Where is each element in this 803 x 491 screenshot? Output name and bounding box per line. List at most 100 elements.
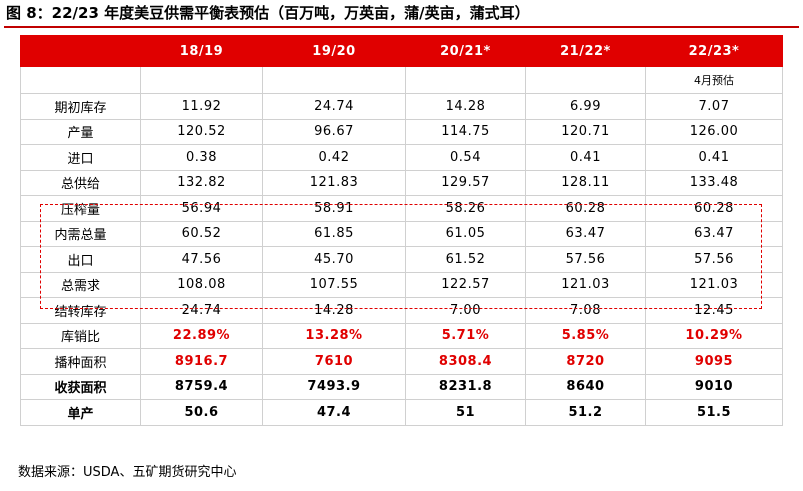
row-label: 库销比 [20, 322, 141, 349]
value-cell: 57.56 [525, 246, 646, 273]
value-cell: 47.4 [262, 399, 406, 426]
data-row: 进口 0.38 0.42 0.54 0.41 0.41 [20, 144, 783, 171]
value-cell: 7.07 [645, 93, 783, 120]
column-header: 22/23* [645, 35, 783, 67]
title-rule [4, 26, 799, 28]
data-row: 产量 120.52 96.67 114.75 120.71 126.00 [20, 118, 783, 145]
row-label: 内需总量 [20, 220, 141, 247]
note-cell [525, 66, 646, 94]
value-cell: 60.28 [525, 195, 646, 222]
data-row: 压榨量 56.94 58.91 58.26 60.28 60.28 [20, 195, 783, 222]
value-cell: 24.74 [262, 93, 406, 120]
value-cell: 56.94 [140, 195, 263, 222]
value-cell: 8308.4 [405, 348, 526, 375]
note-row: 4月预估 [20, 66, 783, 94]
value-cell: 5.71% [405, 322, 526, 349]
value-cell: 96.67 [262, 118, 406, 145]
data-row: 播种面积 8916.7 7610 8308.4 8720 9095 [20, 348, 783, 375]
data-row: 单产 50.6 47.4 51 51.2 51.5 [20, 399, 783, 426]
value-cell: 51.5 [645, 399, 783, 426]
value-cell: 22.89% [140, 322, 263, 349]
note-cell [20, 66, 141, 94]
value-cell: 61.05 [405, 220, 526, 247]
value-cell: 8759.4 [140, 373, 263, 400]
value-cell: 63.47 [525, 220, 646, 247]
value-cell: 108.08 [140, 271, 263, 298]
value-cell: 8916.7 [140, 348, 263, 375]
data-row: 总供给 132.82 121.83 129.57 128.11 133.48 [20, 169, 783, 196]
data-row: 内需总量 60.52 61.85 61.05 63.47 63.47 [20, 220, 783, 247]
value-cell: 128.11 [525, 169, 646, 196]
row-label: 播种面积 [20, 348, 141, 375]
row-label: 单产 [20, 399, 141, 426]
value-cell: 14.28 [262, 297, 406, 324]
note-cell [405, 66, 526, 94]
data-row: 期初库存 11.92 24.74 14.28 6.99 7.07 [20, 93, 783, 120]
column-header: 21/22* [525, 35, 646, 67]
value-cell: 132.82 [140, 169, 263, 196]
value-cell: 45.70 [262, 246, 406, 273]
value-cell: 120.71 [525, 118, 646, 145]
value-cell: 0.54 [405, 144, 526, 171]
source-note: 数据来源：USDA、五矿期货研究中心 [18, 465, 237, 480]
value-cell: 6.99 [525, 93, 646, 120]
value-cell: 133.48 [645, 169, 783, 196]
value-cell: 0.38 [140, 144, 263, 171]
value-cell: 57.56 [645, 246, 783, 273]
row-label: 结转库存 [20, 297, 141, 324]
row-label: 进口 [20, 144, 141, 171]
value-cell: 47.56 [140, 246, 263, 273]
value-cell: 8640 [525, 373, 646, 400]
value-cell: 121.03 [525, 271, 646, 298]
data-row: 库销比 22.89% 13.28% 5.71% 5.85% 10.29% [20, 322, 783, 349]
value-cell: 7610 [262, 348, 406, 375]
value-cell: 121.83 [262, 169, 406, 196]
value-cell: 7.00 [405, 297, 526, 324]
value-cell: 126.00 [645, 118, 783, 145]
value-cell: 9010 [645, 373, 783, 400]
data-row: 收获面积 8759.4 7493.9 8231.8 8640 9010 [20, 373, 783, 400]
value-cell: 24.74 [140, 297, 263, 324]
row-label: 期初库存 [20, 93, 141, 120]
column-header: 18/19 [140, 35, 263, 67]
value-cell: 13.28% [262, 322, 406, 349]
row-label: 出口 [20, 246, 141, 273]
data-row: 结转库存 24.74 14.28 7.00 7.08 12.45 [20, 297, 783, 324]
value-cell: 114.75 [405, 118, 526, 145]
value-cell: 0.41 [645, 144, 783, 171]
column-header: 20/21* [405, 35, 526, 67]
value-cell: 51.2 [525, 399, 646, 426]
value-cell: 51 [405, 399, 526, 426]
balance-table: 18/19 19/20 20/21* 21/22* 22/23* 4月预估 期初库存 11.… [20, 35, 783, 426]
value-cell: 8231.8 [405, 373, 526, 400]
value-cell: 7493.9 [262, 373, 406, 400]
value-cell: 60.52 [140, 220, 263, 247]
value-cell: 61.52 [405, 246, 526, 273]
row-label: 收获面积 [20, 373, 141, 400]
value-cell: 61.85 [262, 220, 406, 247]
value-cell: 107.55 [262, 271, 406, 298]
value-cell: 121.03 [645, 271, 783, 298]
value-cell: 12.45 [645, 297, 783, 324]
row-label: 总供给 [20, 169, 141, 196]
value-cell: 5.85% [525, 322, 646, 349]
value-cell: 122.57 [405, 271, 526, 298]
value-cell: 58.26 [405, 195, 526, 222]
note-cell [262, 66, 406, 94]
value-cell: 0.41 [525, 144, 646, 171]
note-cell: 4月预估 [645, 66, 783, 94]
header-row: 18/19 19/20 20/21* 21/22* 22/23* [20, 35, 783, 67]
value-cell: 8720 [525, 348, 646, 375]
value-cell: 58.91 [262, 195, 406, 222]
value-cell: 10.29% [645, 322, 783, 349]
value-cell: 50.6 [140, 399, 263, 426]
value-cell: 63.47 [645, 220, 783, 247]
row-label: 产量 [20, 118, 141, 145]
value-cell: 14.28 [405, 93, 526, 120]
data-row: 出口 47.56 45.70 61.52 57.56 57.56 [20, 246, 783, 273]
row-label: 压榨量 [20, 195, 141, 222]
value-cell: 120.52 [140, 118, 263, 145]
value-cell: 9095 [645, 348, 783, 375]
note-cell [140, 66, 263, 94]
